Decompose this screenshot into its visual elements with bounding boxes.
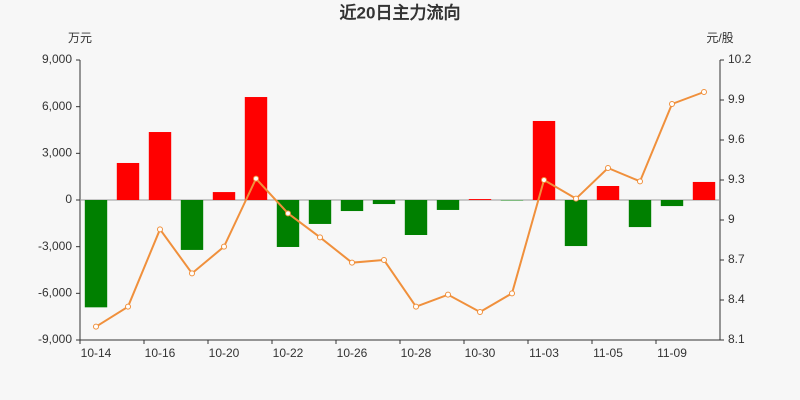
price-point (541, 177, 547, 183)
y2-tick-label: 10.2 (728, 52, 752, 66)
bar (308, 200, 332, 224)
y2-tick-label: 8.7 (728, 252, 745, 266)
bar (212, 192, 236, 200)
y-tick-label: -6,000 (38, 286, 72, 300)
price-point (573, 195, 579, 202)
price-point (125, 303, 131, 310)
y-tick-label: -9,000 (38, 332, 72, 346)
y2-tick-label: 9.9 (728, 92, 745, 106)
y2-tick-label: 9.3 (728, 172, 745, 186)
y2-tick-label: 9.6 (728, 132, 745, 146)
price-point (285, 210, 291, 217)
price-point (189, 270, 195, 277)
price-point (413, 303, 419, 310)
price-point (509, 290, 515, 297)
x-tick-label: 10-20 (209, 346, 240, 360)
bar (596, 186, 620, 200)
y-axis-label: 万元 (68, 31, 92, 45)
y-tick-label: 9,000 (42, 52, 72, 66)
price-point (477, 309, 483, 315)
price-point (93, 323, 99, 330)
x-tick-label: 10-22 (273, 346, 304, 360)
price-point (701, 89, 707, 95)
bar (116, 162, 140, 200)
price-point (349, 259, 355, 266)
price-point (669, 101, 675, 107)
y-tick-label: -3,000 (38, 239, 72, 253)
bar (372, 200, 396, 205)
price-point (253, 175, 259, 182)
price-point (157, 226, 163, 233)
bar (532, 120, 556, 200)
bar (340, 200, 364, 212)
bar (660, 200, 684, 207)
x-tick-label: 11-05 (593, 346, 623, 360)
chart-title: 近20日主力流向 (340, 2, 461, 22)
y2-tick-label: 8.4 (728, 292, 745, 306)
y-tick-label: 6,000 (42, 99, 72, 113)
bar (692, 181, 716, 200)
price-point (445, 291, 451, 298)
bar (468, 199, 492, 200)
y2-axis-label: 元/股 (706, 31, 733, 45)
x-tick-label: 10-30 (465, 346, 496, 360)
bar (84, 200, 108, 308)
y2-tick-label: 9 (728, 212, 735, 226)
x-tick-label: 10-28 (401, 346, 432, 360)
bar (180, 200, 204, 250)
x-tick-label: 10-14 (81, 346, 112, 360)
bar (564, 200, 588, 247)
x-tick-label: 11-09 (657, 346, 687, 360)
bar (244, 97, 268, 200)
y-tick-label: 0 (65, 192, 72, 206)
x-tick-label: 11-03 (529, 346, 559, 360)
price-line (95, 91, 705, 328)
bar (276, 200, 300, 247)
bar (436, 200, 460, 210)
bar (404, 200, 428, 235)
x-tick-label: 10-26 (337, 346, 368, 360)
price-point (317, 234, 323, 241)
price-point (637, 178, 643, 185)
bar (148, 132, 172, 200)
price-point (381, 257, 387, 263)
bar (628, 200, 652, 228)
x-tick-label: 10-16 (145, 346, 176, 360)
y2-tick-label: 8.1 (728, 332, 745, 346)
price-point (221, 243, 227, 250)
y-tick-label: 3,000 (42, 146, 72, 160)
price-point (605, 165, 611, 171)
